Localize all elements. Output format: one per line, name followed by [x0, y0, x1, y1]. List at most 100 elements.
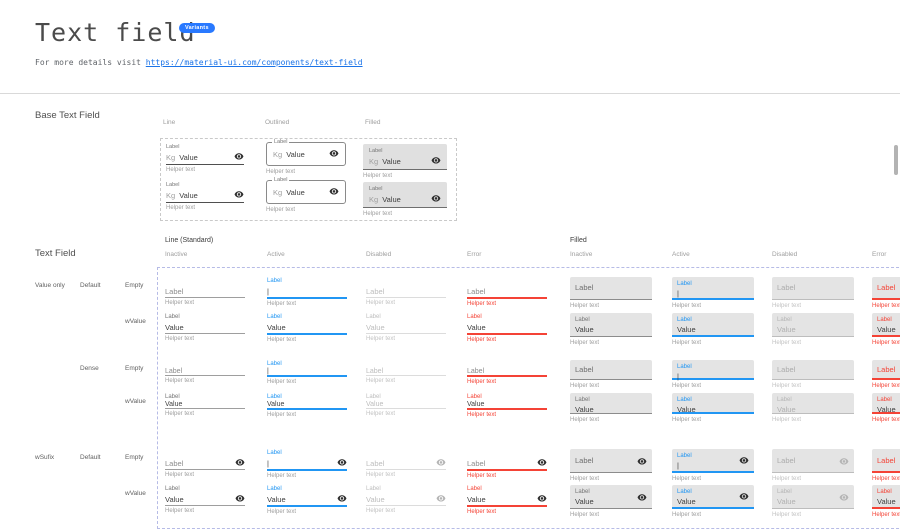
text-field-filled-inactive[interactable]: Label Value Helper text	[570, 313, 652, 346]
visibility-icon[interactable]	[235, 494, 245, 502]
text-field-filled-error[interactable]: Label Helper text	[872, 360, 900, 389]
visibility-icon[interactable]	[436, 494, 446, 502]
field-input[interactable]: Label Value	[872, 313, 900, 337]
visibility-icon[interactable]	[337, 494, 347, 502]
base-text-field-outlined[interactable]: Label Kg Value Helper text	[266, 139, 346, 175]
field-input[interactable]: Label Kg Value	[266, 177, 346, 204]
visibility-icon[interactable]	[839, 457, 849, 465]
text-field-filled-error[interactable]: Label Value Helper text	[872, 485, 900, 518]
text-field-filled-active[interactable]: Label Value Helper text	[672, 393, 754, 423]
visibility-icon[interactable]	[637, 493, 647, 501]
field-input[interactable]: Label	[165, 368, 245, 375]
text-field-filled-inactive[interactable]: Label Helper text	[570, 360, 652, 389]
field-input[interactable]: Label	[570, 360, 652, 380]
field-input[interactable]: Value	[467, 401, 547, 408]
text-field-line-active[interactable]: Label | Helper text	[267, 277, 347, 307]
text-field-line-disabled[interactable]: Label Helper text	[366, 449, 446, 478]
text-field-line-inactive[interactable]: Label Value Helper text	[165, 393, 245, 417]
text-field-line-active[interactable]: Label | Helper text	[267, 360, 347, 385]
text-field-line-error[interactable]: Label Value Helper text	[467, 393, 547, 418]
field-input[interactable]: Label Value	[872, 485, 900, 509]
text-field-line-error[interactable]: Label Helper text	[467, 449, 547, 479]
text-field-line-error[interactable]: Label Value Helper text	[467, 485, 547, 515]
text-field-filled-disabled[interactable]: Label Value Helper text	[772, 393, 854, 423]
field-input[interactable]: Label Value	[672, 393, 754, 414]
field-input[interactable]: Value	[267, 401, 347, 408]
text-field-line-error[interactable]: Label Helper text	[467, 277, 547, 307]
base-text-field-filled[interactable]: Label Kg Value Helper text	[363, 182, 447, 217]
text-field-filled-active[interactable]: Label | Helper text	[672, 449, 754, 482]
text-field-filled-error[interactable]: Label Value Helper text	[872, 313, 900, 346]
visibility-icon[interactable]	[739, 493, 749, 500]
base-text-field-outlined[interactable]: Label Kg Value Helper text	[266, 177, 346, 213]
visibility-icon[interactable]	[234, 153, 244, 160]
visibility-icon[interactable]	[431, 156, 441, 164]
field-input[interactable]: Label	[467, 457, 547, 469]
text-field-line-active[interactable]: Label Value Helper text	[267, 485, 347, 515]
field-input[interactable]: Kg Value	[166, 151, 244, 164]
text-field-line-inactive[interactable]: Label Helper text	[165, 449, 245, 478]
field-input[interactable]: Value	[165, 321, 245, 333]
base-text-field-line[interactable]: Label Kg Value Helper text	[166, 182, 244, 211]
field-input[interactable]: Label	[570, 277, 652, 300]
material-ui-link[interactable]: https://material-ui.com/components/text-…	[145, 58, 363, 67]
visibility-icon[interactable]	[235, 458, 245, 466]
text-field-line-disabled[interactable]: Label Value Helper text	[366, 313, 446, 342]
field-input[interactable]: Value	[165, 401, 245, 408]
text-field-filled-disabled[interactable]: Label Helper text	[772, 360, 854, 389]
text-field-filled-disabled[interactable]: Label Helper text	[772, 449, 854, 482]
field-input[interactable]: Label Kg Value	[363, 144, 447, 170]
text-field-line-error[interactable]: Label Helper text	[467, 360, 547, 385]
field-input[interactable]: Label	[366, 285, 446, 297]
text-field-filled-disabled[interactable]: Label Helper text	[772, 277, 854, 309]
field-input[interactable]: Label Kg Value	[363, 182, 447, 208]
field-input[interactable]: Label	[772, 360, 854, 380]
base-text-field-line[interactable]: Label Kg Value Helper text	[166, 144, 244, 173]
field-input[interactable]: Label Value	[772, 485, 854, 509]
field-input[interactable]: Label	[165, 285, 245, 297]
text-field-line-disabled[interactable]: Label Value Helper text	[366, 485, 446, 514]
base-text-field-filled[interactable]: Label Kg Value Helper text	[363, 144, 447, 179]
text-field-filled-active[interactable]: Label Value Helper text	[672, 313, 754, 346]
text-field-filled-inactive[interactable]: Label Helper text	[570, 449, 652, 482]
field-input[interactable]: Label Value	[872, 393, 900, 414]
field-input[interactable]: Label |	[672, 360, 754, 381]
field-input[interactable]: Label	[772, 277, 854, 300]
field-input[interactable]: Label Value	[772, 313, 854, 337]
text-field-line-active[interactable]: Label Value Helper text	[267, 313, 347, 343]
text-field-line-disabled[interactable]: Label Helper text	[366, 360, 446, 384]
scrollbar-thumb[interactable]	[894, 145, 898, 175]
visibility-icon[interactable]	[234, 191, 244, 198]
field-input[interactable]: Label	[570, 449, 652, 473]
visibility-icon[interactable]	[431, 194, 441, 202]
field-input[interactable]: Label Value	[672, 485, 754, 509]
visibility-icon[interactable]	[739, 457, 749, 464]
text-field-line-disabled[interactable]: Label Helper text	[366, 277, 446, 306]
visibility-icon[interactable]	[329, 149, 339, 157]
field-input[interactable]: Value	[267, 321, 347, 333]
text-field-filled-active[interactable]: Label Value Helper text	[672, 485, 754, 518]
visibility-icon[interactable]	[436, 458, 446, 466]
text-field-filled-disabled[interactable]: Label Value Helper text	[772, 485, 854, 518]
text-field-filled-error[interactable]: Label Helper text	[872, 277, 900, 309]
text-field-filled-inactive[interactable]: Label Helper text	[570, 277, 652, 309]
field-input[interactable]: Label	[872, 360, 900, 380]
field-input[interactable]: Label	[872, 277, 900, 300]
field-input[interactable]: Label Value	[570, 393, 652, 414]
text-field-line-active[interactable]: Label | Helper text	[267, 449, 347, 479]
field-input[interactable]: Label Value	[570, 313, 652, 337]
visibility-icon[interactable]	[337, 458, 347, 466]
text-field-filled-inactive[interactable]: Label Value Helper text	[570, 485, 652, 518]
text-field-line-active[interactable]: Label Value Helper text	[267, 393, 347, 418]
field-input[interactable]: Label	[872, 449, 900, 473]
text-field-line-inactive[interactable]: Label Helper text	[165, 360, 245, 384]
field-input[interactable]: Label	[467, 285, 547, 297]
field-input[interactable]: |	[267, 368, 347, 375]
field-input[interactable]: Value	[467, 493, 547, 505]
text-field-line-inactive[interactable]: Label Value Helper text	[165, 485, 245, 514]
field-input[interactable]: |	[267, 457, 347, 469]
field-input[interactable]: |	[267, 285, 347, 297]
field-input[interactable]: Label	[366, 368, 446, 375]
text-field-filled-active[interactable]: Label | Helper text	[672, 277, 754, 309]
field-input[interactable]: Label Value	[772, 393, 854, 414]
